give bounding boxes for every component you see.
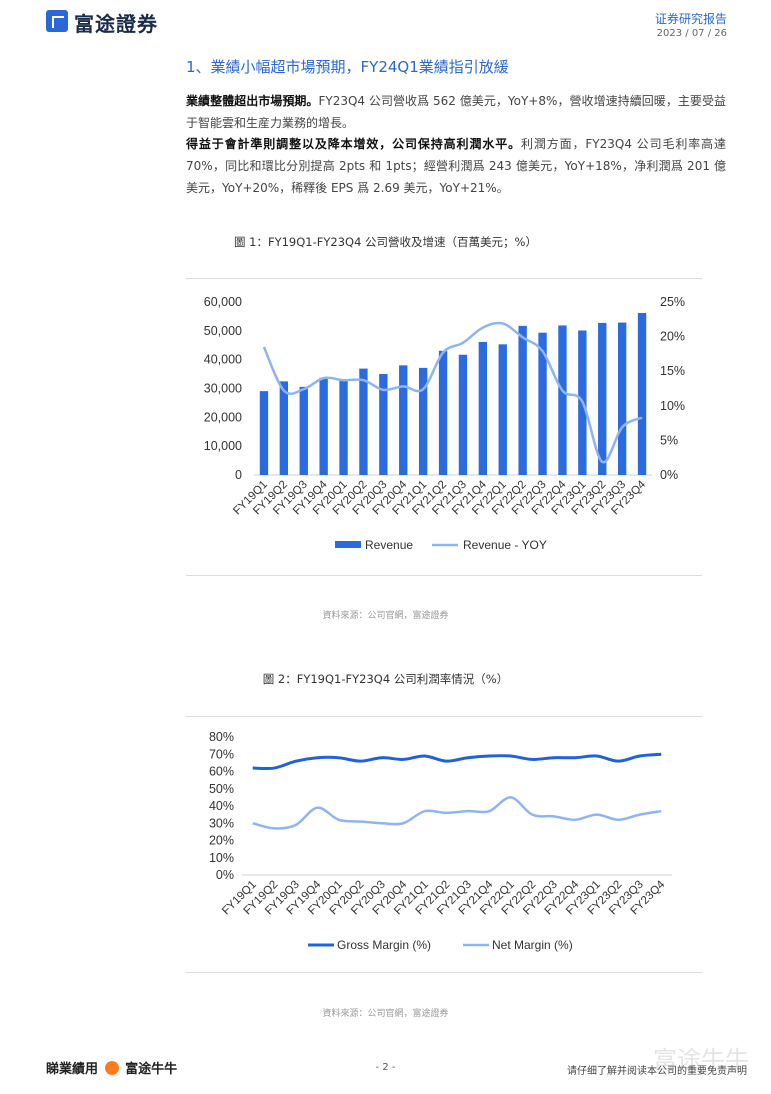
y-left-tick-label: 10,000 bbox=[204, 439, 242, 453]
revenue-bar bbox=[418, 367, 428, 475]
revenue-bar bbox=[279, 381, 289, 475]
net-margin-line bbox=[252, 796, 662, 830]
y-right-tick-label: 10% bbox=[660, 399, 685, 413]
y-right-tick-label: 15% bbox=[660, 364, 685, 378]
disclaimer-link[interactable]: 请仔细了解并阅读本公司的重要免责声明 bbox=[567, 1066, 747, 1077]
revenue-bar bbox=[598, 322, 607, 475]
footer-brand: 睇業績用 富途牛牛 bbox=[46, 1058, 177, 1077]
y-left-tick-label: 50,000 bbox=[204, 324, 242, 338]
figure-1-source: 資料來源：公司官網，富途證券 bbox=[322, 611, 449, 621]
y-tick-label: 10% bbox=[209, 851, 234, 865]
paragraph-2-lead: 得益于會計準則調整以及降本增效，公司保持高利潤水平。 bbox=[186, 137, 521, 151]
y-tick-label: 80% bbox=[209, 730, 234, 744]
y-tick-label: 0% bbox=[216, 868, 234, 882]
y-right-tick-label: 0% bbox=[660, 468, 678, 482]
y-tick-label: 20% bbox=[209, 834, 234, 848]
revenue-bar bbox=[617, 322, 627, 475]
footer-brand-name: 富途牛牛 bbox=[125, 1062, 178, 1077]
paragraph-2: 得益于會計準則調整以及降本增效，公司保持高利潤水平。利潤方面，FY23Q4 公司… bbox=[186, 133, 726, 199]
page-number: - 2 - bbox=[375, 1062, 396, 1073]
y-tick-label: 50% bbox=[209, 782, 234, 796]
y-tick-label: 60% bbox=[209, 765, 234, 779]
figure-1-bottom-divider bbox=[186, 575, 702, 576]
y-left-tick-label: 0 bbox=[235, 468, 242, 482]
revenue-chart: 0 10,000 20,000 30,000 40,000 50,000 60,000 0% 5… bbox=[204, 295, 685, 552]
legend-revenue-label: Revenue bbox=[365, 538, 413, 552]
y-left-tick-label: 40,000 bbox=[204, 353, 242, 367]
legend-gross-label: Gross Margin (%) bbox=[337, 938, 431, 952]
footer-slogan: 睇業績用 bbox=[46, 1062, 99, 1077]
gross-margin-line bbox=[252, 752, 662, 771]
logo-text: 富途證券 bbox=[74, 12, 158, 36]
logo-icon bbox=[46, 10, 68, 32]
section-title: 1、業績小幅超市場預期，FY24Q1業績指引放緩 bbox=[186, 58, 509, 76]
futu-niuniu-icon bbox=[104, 1061, 119, 1075]
revenue-bar bbox=[359, 368, 368, 475]
watermark: 富途牛牛 bbox=[653, 1046, 749, 1074]
y-tick-label: 30% bbox=[209, 816, 234, 830]
revenue-bar bbox=[319, 377, 328, 475]
figure-2-top-divider bbox=[186, 716, 702, 717]
paragraph-2-body: 利潤方面，FY23Q4 公司毛利率高達 70%，同比和環比分別提高 2pts 和… bbox=[186, 137, 726, 195]
yoy-line bbox=[262, 321, 643, 464]
figure-2-bottom-divider bbox=[186, 972, 702, 973]
y-tick-label: 70% bbox=[209, 747, 234, 761]
figure-1-top-divider bbox=[186, 278, 702, 279]
revenue-bar bbox=[259, 391, 269, 475]
legend-yoy-label: Revenue - YOY bbox=[463, 538, 547, 552]
paragraph-1-body: FY23Q4 公司營收爲 562 億美元，YoY+8%，營收增速持續回暖，主要受… bbox=[186, 94, 726, 130]
revenue-bar bbox=[558, 325, 567, 475]
figure-2-title: 圖 2：FY19Q1-FY23Q4 公司利潤率情況（%） bbox=[262, 672, 509, 686]
revenue-bar bbox=[458, 354, 468, 475]
paragraph-1-lead: 業績整體超出市場預期。 bbox=[186, 94, 319, 108]
revenue-bar bbox=[498, 344, 507, 475]
y-right-tick-label: 5% bbox=[660, 433, 678, 447]
y-left-tick-label: 30,000 bbox=[204, 382, 242, 396]
report-date: 2023 / 07 / 26 bbox=[656, 28, 727, 39]
figure-1-title: 圖 1：FY19Q1-FY23Q4 公司營收及增速（百萬美元；%） bbox=[234, 235, 537, 249]
revenue-bar bbox=[438, 350, 448, 475]
legend-revenue-swatch bbox=[335, 541, 361, 548]
paragraph-1: 業績整體超出市場預期。FY23Q4 公司營收爲 562 億美元，YoY+8%，營… bbox=[186, 90, 726, 134]
y-left-tick-label: 60,000 bbox=[204, 295, 242, 309]
revenue-bar bbox=[637, 312, 647, 475]
legend-net-label: Net Margin (%) bbox=[492, 938, 573, 952]
y-right-tick-label: 25% bbox=[660, 295, 685, 309]
y-left-tick-label: 20,000 bbox=[204, 410, 242, 424]
y-right-tick-label: 20% bbox=[660, 330, 685, 344]
margin-chart: 0%10%20%30%40%50%60%70%80%FY19Q1FY19Q2FY… bbox=[209, 730, 672, 952]
revenue-bar bbox=[538, 332, 547, 475]
revenue-bar bbox=[478, 341, 488, 475]
revenue-bar bbox=[518, 325, 527, 475]
revenue-bar bbox=[299, 386, 308, 475]
revenue-bar bbox=[399, 365, 408, 475]
revenue-bar bbox=[339, 379, 348, 475]
figure-2-source: 資料來源：公司官網，富途證券 bbox=[322, 1009, 449, 1019]
revenue-bar bbox=[379, 374, 388, 475]
report-type: 证券研究报告 bbox=[654, 12, 727, 26]
y-tick-label: 40% bbox=[209, 799, 234, 813]
